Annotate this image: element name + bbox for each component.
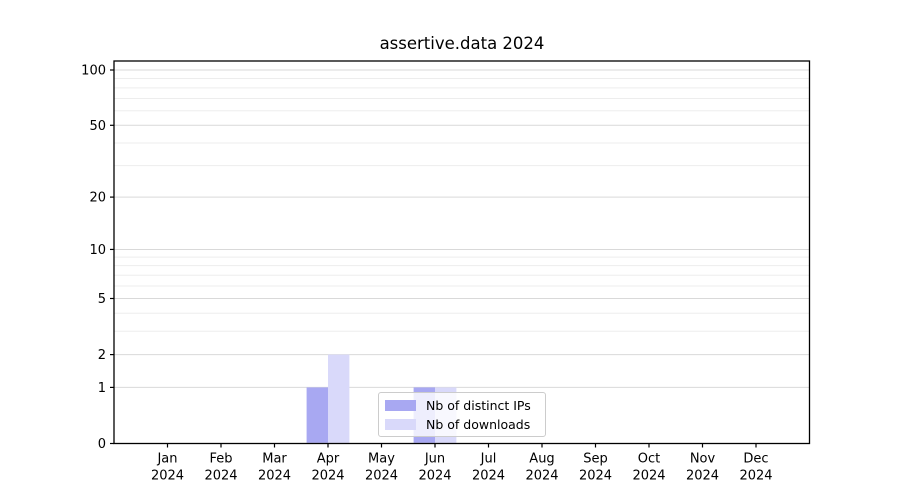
x-tick-label-month: Oct: [638, 452, 660, 467]
y-tick-label: 50: [89, 119, 106, 134]
x-tick-label-year: 2024: [311, 469, 344, 484]
x-tick-label-month: Mar: [262, 452, 287, 467]
x-tick-label-month: Sep: [583, 452, 608, 467]
x-tick-label-month: Aug: [529, 452, 554, 467]
y-tick-label: 2: [98, 348, 106, 363]
x-tick-label-year: 2024: [472, 469, 505, 484]
x-tick-label-year: 2024: [739, 469, 772, 484]
y-tick-label: 100: [81, 64, 106, 79]
y-tick-label: 0: [98, 437, 106, 452]
legend-label-distinct-ips: Nb of distinct IPs: [426, 398, 531, 413]
x-tick-label-year: 2024: [204, 469, 237, 484]
y-tick-label: 1: [98, 381, 106, 396]
x-tick-label-year: 2024: [579, 469, 612, 484]
legend: Nb of distinct IPs Nb of downloads: [378, 392, 546, 437]
y-tick-label: 5: [98, 292, 106, 307]
x-tick-label-year: 2024: [632, 469, 665, 484]
y-tick-label: 20: [89, 191, 106, 206]
legend-label-downloads: Nb of downloads: [426, 417, 531, 432]
x-tick-label-month: Jan: [156, 452, 177, 467]
legend-swatch-downloads: [385, 419, 416, 430]
x-tick-label-year: 2024: [258, 469, 291, 484]
x-tick-label-year: 2024: [686, 469, 719, 484]
bar-apr-ips: [306, 387, 328, 443]
x-tick-label-year: 2024: [525, 469, 558, 484]
legend-swatch-distinct-ips: [385, 400, 416, 411]
legend-item-distinct-ips: Nb of distinct IPs: [385, 398, 538, 413]
bar-apr-downloads: [328, 354, 350, 443]
legend-item-downloads: Nb of downloads: [385, 417, 538, 432]
y-tick-label: 10: [89, 243, 106, 258]
x-tick-label-month: Jul: [480, 452, 497, 467]
x-tick-label-year: 2024: [365, 469, 398, 484]
x-tick-label-month: Feb: [209, 452, 232, 467]
x-tick-label-month: Dec: [743, 452, 768, 467]
chart-title: assertive.data 2024: [379, 34, 545, 53]
x-tick-label-month: Jun: [424, 452, 445, 467]
x-tick-label-month: Apr: [317, 452, 340, 467]
x-tick-label-month: Nov: [690, 452, 716, 467]
x-tick-label-year: 2024: [151, 469, 184, 484]
x-tick-label-month: May: [368, 452, 395, 467]
axes-frame: [113, 60, 811, 445]
x-tick-label-year: 2024: [418, 469, 451, 484]
